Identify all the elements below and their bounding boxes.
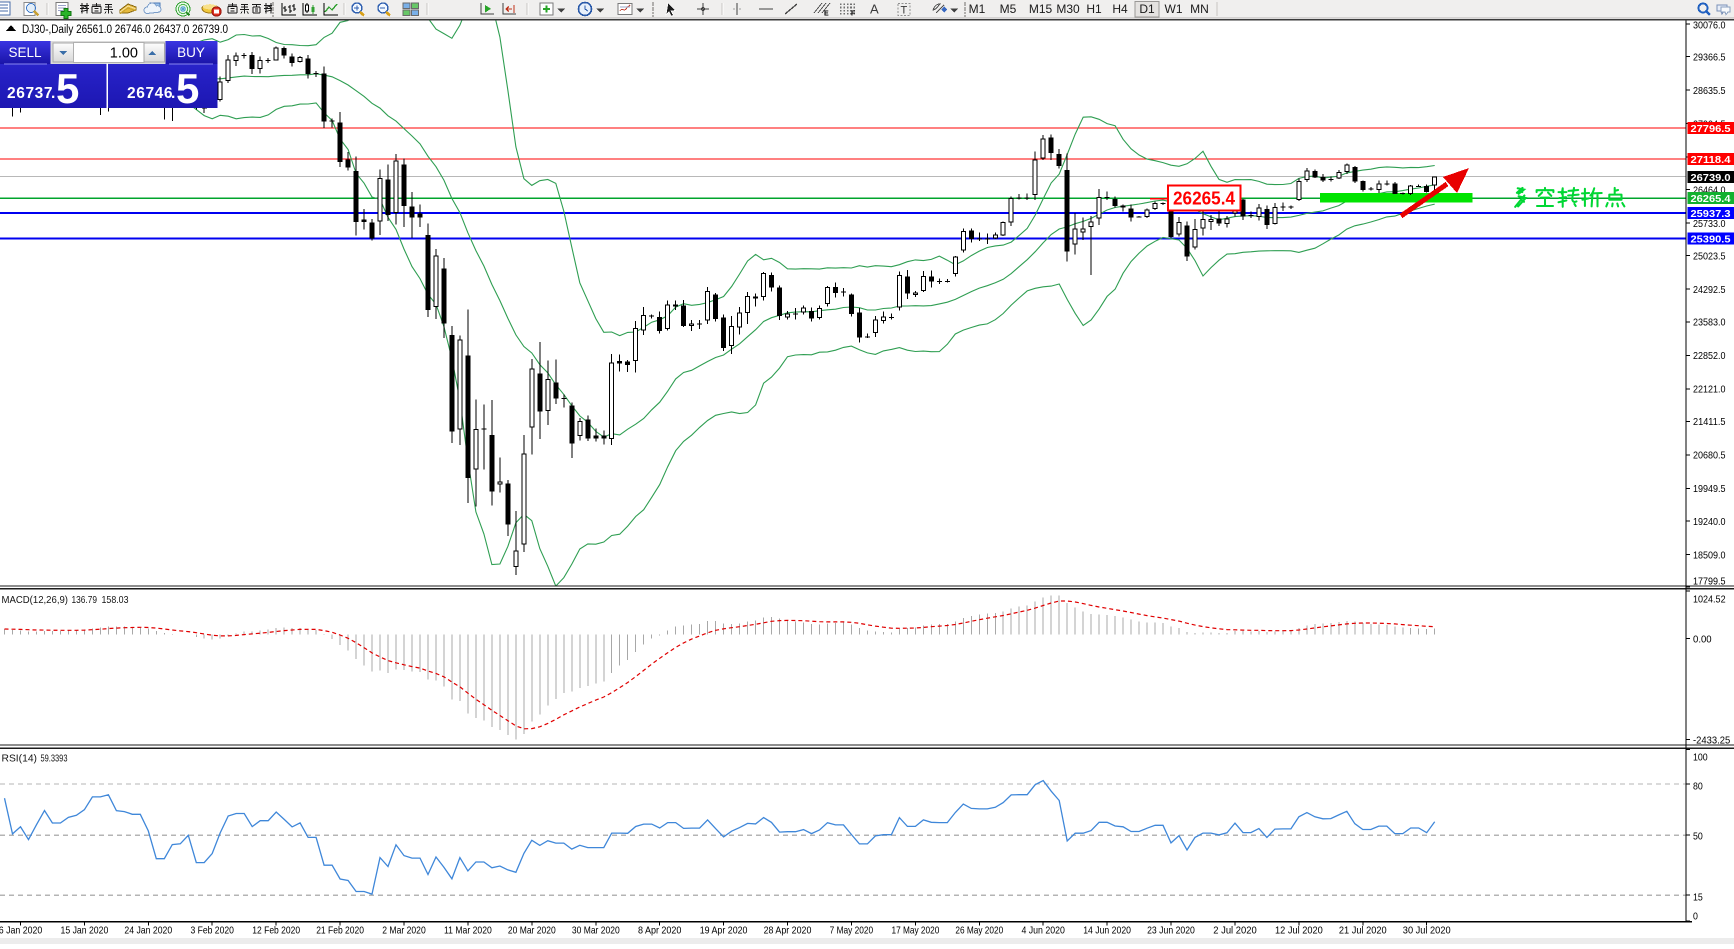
svg-text:27118.4: 27118.4 — [1691, 154, 1731, 166]
svg-text:25390.5: 25390.5 — [1691, 233, 1731, 245]
svg-text:28 Apr 2020: 28 Apr 2020 — [764, 925, 812, 937]
svg-text:26746: 26746 — [127, 85, 173, 102]
svg-text:RSI(14): RSI(14) — [2, 753, 38, 765]
svg-text:6 Jan 2020: 6 Jan 2020 — [0, 925, 42, 937]
svg-text:25937.3: 25937.3 — [1691, 208, 1731, 220]
svg-text:136.79: 136.79 — [72, 594, 98, 606]
svg-text:3 Feb 2020: 3 Feb 2020 — [190, 925, 234, 937]
svg-text:BUY: BUY — [177, 45, 205, 60]
svg-text:26739.0: 26739.0 — [1691, 172, 1731, 184]
svg-text:15 Jan 2020: 15 Jan 2020 — [61, 925, 109, 937]
svg-text:M30: M30 — [1056, 2, 1080, 16]
svg-text:19240.0: 19240.0 — [1693, 516, 1726, 528]
svg-text:MACD(12,26,9): MACD(12,26,9) — [2, 594, 69, 606]
svg-text:26265.4: 26265.4 — [1173, 188, 1236, 209]
svg-text:25023.5: 25023.5 — [1693, 251, 1726, 263]
svg-text:30 Jul 2020: 30 Jul 2020 — [1403, 925, 1451, 937]
svg-text:50: 50 — [1693, 831, 1703, 843]
svg-text:0: 0 — [1693, 911, 1698, 923]
svg-text:4 Jun 2020: 4 Jun 2020 — [1021, 925, 1065, 937]
svg-text:20 Mar 2020: 20 Mar 2020 — [508, 925, 556, 937]
svg-text:24292.5: 24292.5 — [1693, 284, 1726, 296]
svg-text:SELL: SELL — [8, 45, 42, 60]
svg-text:19949.5: 19949.5 — [1693, 483, 1726, 495]
svg-text:5: 5 — [176, 65, 199, 112]
svg-text:2 Mar 2020: 2 Mar 2020 — [382, 925, 426, 937]
svg-text:17 May 2020: 17 May 2020 — [892, 925, 940, 937]
svg-text:19 Apr 2020: 19 Apr 2020 — [700, 925, 748, 937]
svg-text:7 May 2020: 7 May 2020 — [830, 925, 874, 937]
svg-text:24 Jan 2020: 24 Jan 2020 — [124, 925, 172, 937]
svg-text:15: 15 — [1693, 892, 1703, 904]
svg-text:23583.0: 23583.0 — [1693, 317, 1726, 329]
svg-text:W1: W1 — [1165, 2, 1183, 16]
svg-text:59.3393: 59.3393 — [41, 753, 68, 765]
svg-text:26737: 26737 — [7, 85, 53, 102]
svg-text:.: . — [171, 85, 175, 102]
svg-text:H1: H1 — [1086, 2, 1102, 16]
svg-text:M1: M1 — [969, 2, 986, 16]
svg-text:22121.0: 22121.0 — [1693, 384, 1726, 396]
svg-text:.: . — [51, 85, 55, 102]
svg-text:0.00: 0.00 — [1693, 634, 1712, 646]
svg-text:A: A — [870, 2, 879, 17]
svg-text:27796.5: 27796.5 — [1691, 123, 1731, 135]
svg-text:30076.0: 30076.0 — [1693, 20, 1726, 32]
svg-text:F: F — [851, 11, 856, 18]
svg-text:1.00: 1.00 — [110, 46, 138, 62]
svg-text:17799.5: 17799.5 — [1693, 576, 1726, 588]
svg-text:80: 80 — [1693, 781, 1703, 793]
svg-text:T: T — [901, 5, 908, 17]
svg-text:21 Jul 2020: 21 Jul 2020 — [1339, 925, 1387, 937]
svg-text:158.03: 158.03 — [102, 594, 129, 606]
svg-text:23 Jun 2020: 23 Jun 2020 — [1147, 925, 1195, 937]
svg-text:MN: MN — [1190, 2, 1209, 16]
svg-text:M5: M5 — [1000, 2, 1017, 16]
svg-text:12 Jul 2020: 12 Jul 2020 — [1275, 925, 1323, 937]
svg-text:28635.5: 28635.5 — [1693, 85, 1726, 97]
svg-text:29366.5: 29366.5 — [1693, 51, 1726, 63]
svg-text:12 Feb 2020: 12 Feb 2020 — [252, 925, 300, 937]
svg-text:26265.4: 26265.4 — [1691, 193, 1731, 205]
svg-text:21411.5: 21411.5 — [1693, 416, 1726, 428]
svg-text:11 Mar 2020: 11 Mar 2020 — [444, 925, 492, 937]
svg-text:100: 100 — [1693, 752, 1708, 764]
svg-text:2 Jul 2020: 2 Jul 2020 — [1213, 925, 1257, 937]
svg-text:1024.52: 1024.52 — [1693, 594, 1726, 606]
svg-text:M15: M15 — [1029, 2, 1053, 16]
svg-text:14 Jun 2020: 14 Jun 2020 — [1083, 925, 1131, 937]
svg-text:D1: D1 — [1139, 2, 1155, 16]
svg-text:DJ30-,Daily 26561.0 26746.0 2: DJ30-,Daily 26561.0 26746.0 26437.0 2673… — [22, 24, 228, 36]
svg-text:5: 5 — [56, 65, 79, 112]
svg-text:26 May 2020: 26 May 2020 — [955, 925, 1003, 937]
svg-text:21 Feb 2020: 21 Feb 2020 — [316, 925, 364, 937]
svg-text:H4: H4 — [1112, 2, 1128, 16]
svg-text:18509.0: 18509.0 — [1693, 549, 1726, 561]
svg-text:22852.0: 22852.0 — [1693, 350, 1726, 362]
svg-text:20680.5: 20680.5 — [1693, 450, 1726, 462]
svg-text:-2433.25: -2433.25 — [1693, 735, 1730, 747]
svg-text:30 Mar 2020: 30 Mar 2020 — [572, 925, 620, 937]
svg-text:E: E — [824, 11, 829, 18]
svg-text:8 Apr 2020: 8 Apr 2020 — [638, 925, 682, 937]
